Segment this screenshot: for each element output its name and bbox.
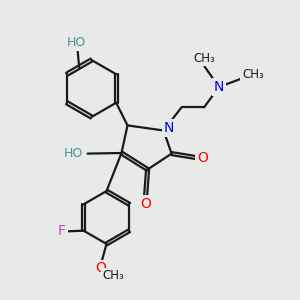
Text: F: F bbox=[58, 224, 66, 238]
Text: HO: HO bbox=[67, 36, 86, 49]
Text: CH₃: CH₃ bbox=[242, 68, 264, 82]
Text: N: N bbox=[214, 80, 224, 94]
Text: O: O bbox=[95, 262, 106, 275]
Text: O: O bbox=[141, 197, 152, 211]
Text: N: N bbox=[164, 121, 174, 135]
Text: CH₃: CH₃ bbox=[102, 269, 124, 282]
Text: HO: HO bbox=[64, 147, 83, 160]
Text: O: O bbox=[197, 151, 208, 165]
Text: CH₃: CH₃ bbox=[193, 52, 215, 65]
